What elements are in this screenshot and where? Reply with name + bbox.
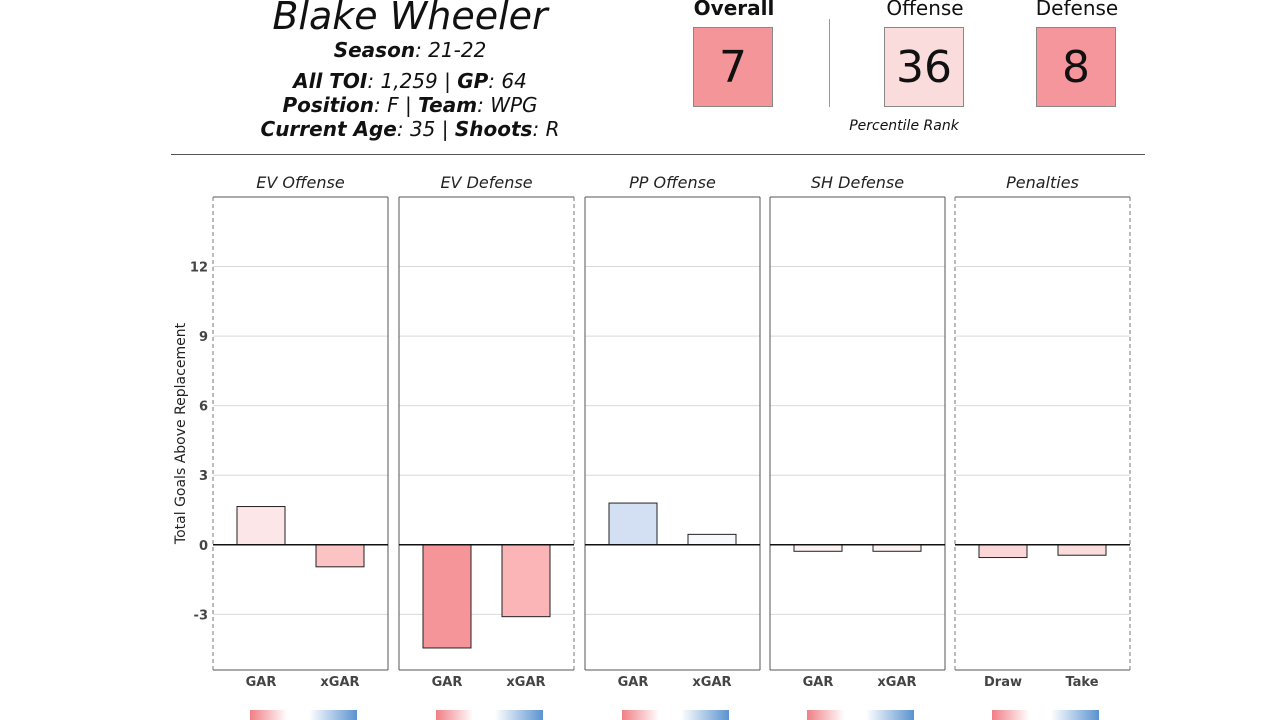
color-scale-legend <box>250 710 357 720</box>
percentile-rank-caption: Percentile Rank <box>849 118 959 134</box>
y-tick-label: 0 <box>199 539 208 554</box>
shoots-value: R <box>545 117 560 141</box>
shoots-label: Shoots <box>454 117 533 141</box>
color-scale-legend <box>436 710 543 720</box>
x-tick-label: Draw <box>984 675 1022 690</box>
y-tick-label: 12 <box>190 261 208 276</box>
season-label: Season <box>333 38 416 62</box>
bar <box>501 544 551 618</box>
bar <box>608 502 658 546</box>
bar <box>1057 544 1107 556</box>
season-value: 21-22 <box>428 38 487 62</box>
season-line: Season: 21-22 <box>333 38 487 62</box>
y-tick-label: 6 <box>199 400 208 415</box>
bar <box>793 544 843 552</box>
color-scale-legend <box>807 710 914 720</box>
x-tick-label: GAR <box>246 675 277 690</box>
y-tick-label: -3 <box>194 608 208 623</box>
position-value: F <box>387 93 399 117</box>
bar <box>315 544 365 568</box>
bar <box>687 533 737 546</box>
bar <box>872 544 922 552</box>
panel-title: EV Defense <box>440 173 532 192</box>
x-tick-label: xGAR <box>692 675 731 690</box>
player-name: Blake Wheeler <box>272 0 548 38</box>
color-scale-legend <box>992 710 1099 720</box>
panel-title: Penalties <box>1006 173 1079 192</box>
gp-label: GP <box>457 69 489 93</box>
age-value: 35 <box>409 117 436 141</box>
separator: | <box>441 117 449 141</box>
rank-divider <box>829 19 830 107</box>
defense-rank-title: Defense <box>1035 0 1119 20</box>
offense-rank-box: 36 <box>884 27 964 107</box>
bar <box>422 544 472 649</box>
team-value: WPG <box>490 93 538 117</box>
x-tick-label: GAR <box>432 675 463 690</box>
bar <box>978 544 1028 559</box>
y-tick-label: 9 <box>199 330 208 345</box>
panel-title: SH Defense <box>811 173 904 192</box>
overall-rank-box: 7 <box>693 27 773 107</box>
toi-value: 1,259 <box>380 69 438 93</box>
gp-value: 64 <box>501 69 527 93</box>
separator: | <box>444 69 451 93</box>
y-tick-label: 3 <box>199 469 208 484</box>
offense-rank-title: Offense <box>886 0 964 20</box>
position-label: Position <box>282 93 375 117</box>
x-tick-label: xGAR <box>877 675 916 690</box>
panel-title: EV Offense <box>256 173 345 192</box>
x-tick-label: xGAR <box>506 675 545 690</box>
toi-label: All TOI <box>293 69 368 93</box>
x-tick-label: GAR <box>803 675 834 690</box>
defense-rank-box: 8 <box>1036 27 1116 107</box>
color-scale-legend <box>622 710 729 720</box>
position-line: Position: F | Team: WPG <box>282 93 538 117</box>
age-label: Current Age <box>260 117 397 141</box>
age-line: Current Age: 35 | Shoots: R <box>260 117 560 141</box>
panel-title: PP Offense <box>629 173 716 192</box>
header-divider <box>171 154 1145 155</box>
bar <box>236 506 286 546</box>
x-tick-label: Take <box>1065 675 1098 690</box>
x-tick-label: GAR <box>618 675 649 690</box>
team-label: Team <box>418 93 478 117</box>
overall-rank-title: Overall <box>693 0 775 20</box>
x-tick-label: xGAR <box>320 675 359 690</box>
separator: | <box>405 93 412 117</box>
toi-line: All TOI: 1,259 | GP: 64 <box>293 69 527 93</box>
y-axis-label: Total Goals Above Replacement <box>173 322 189 545</box>
